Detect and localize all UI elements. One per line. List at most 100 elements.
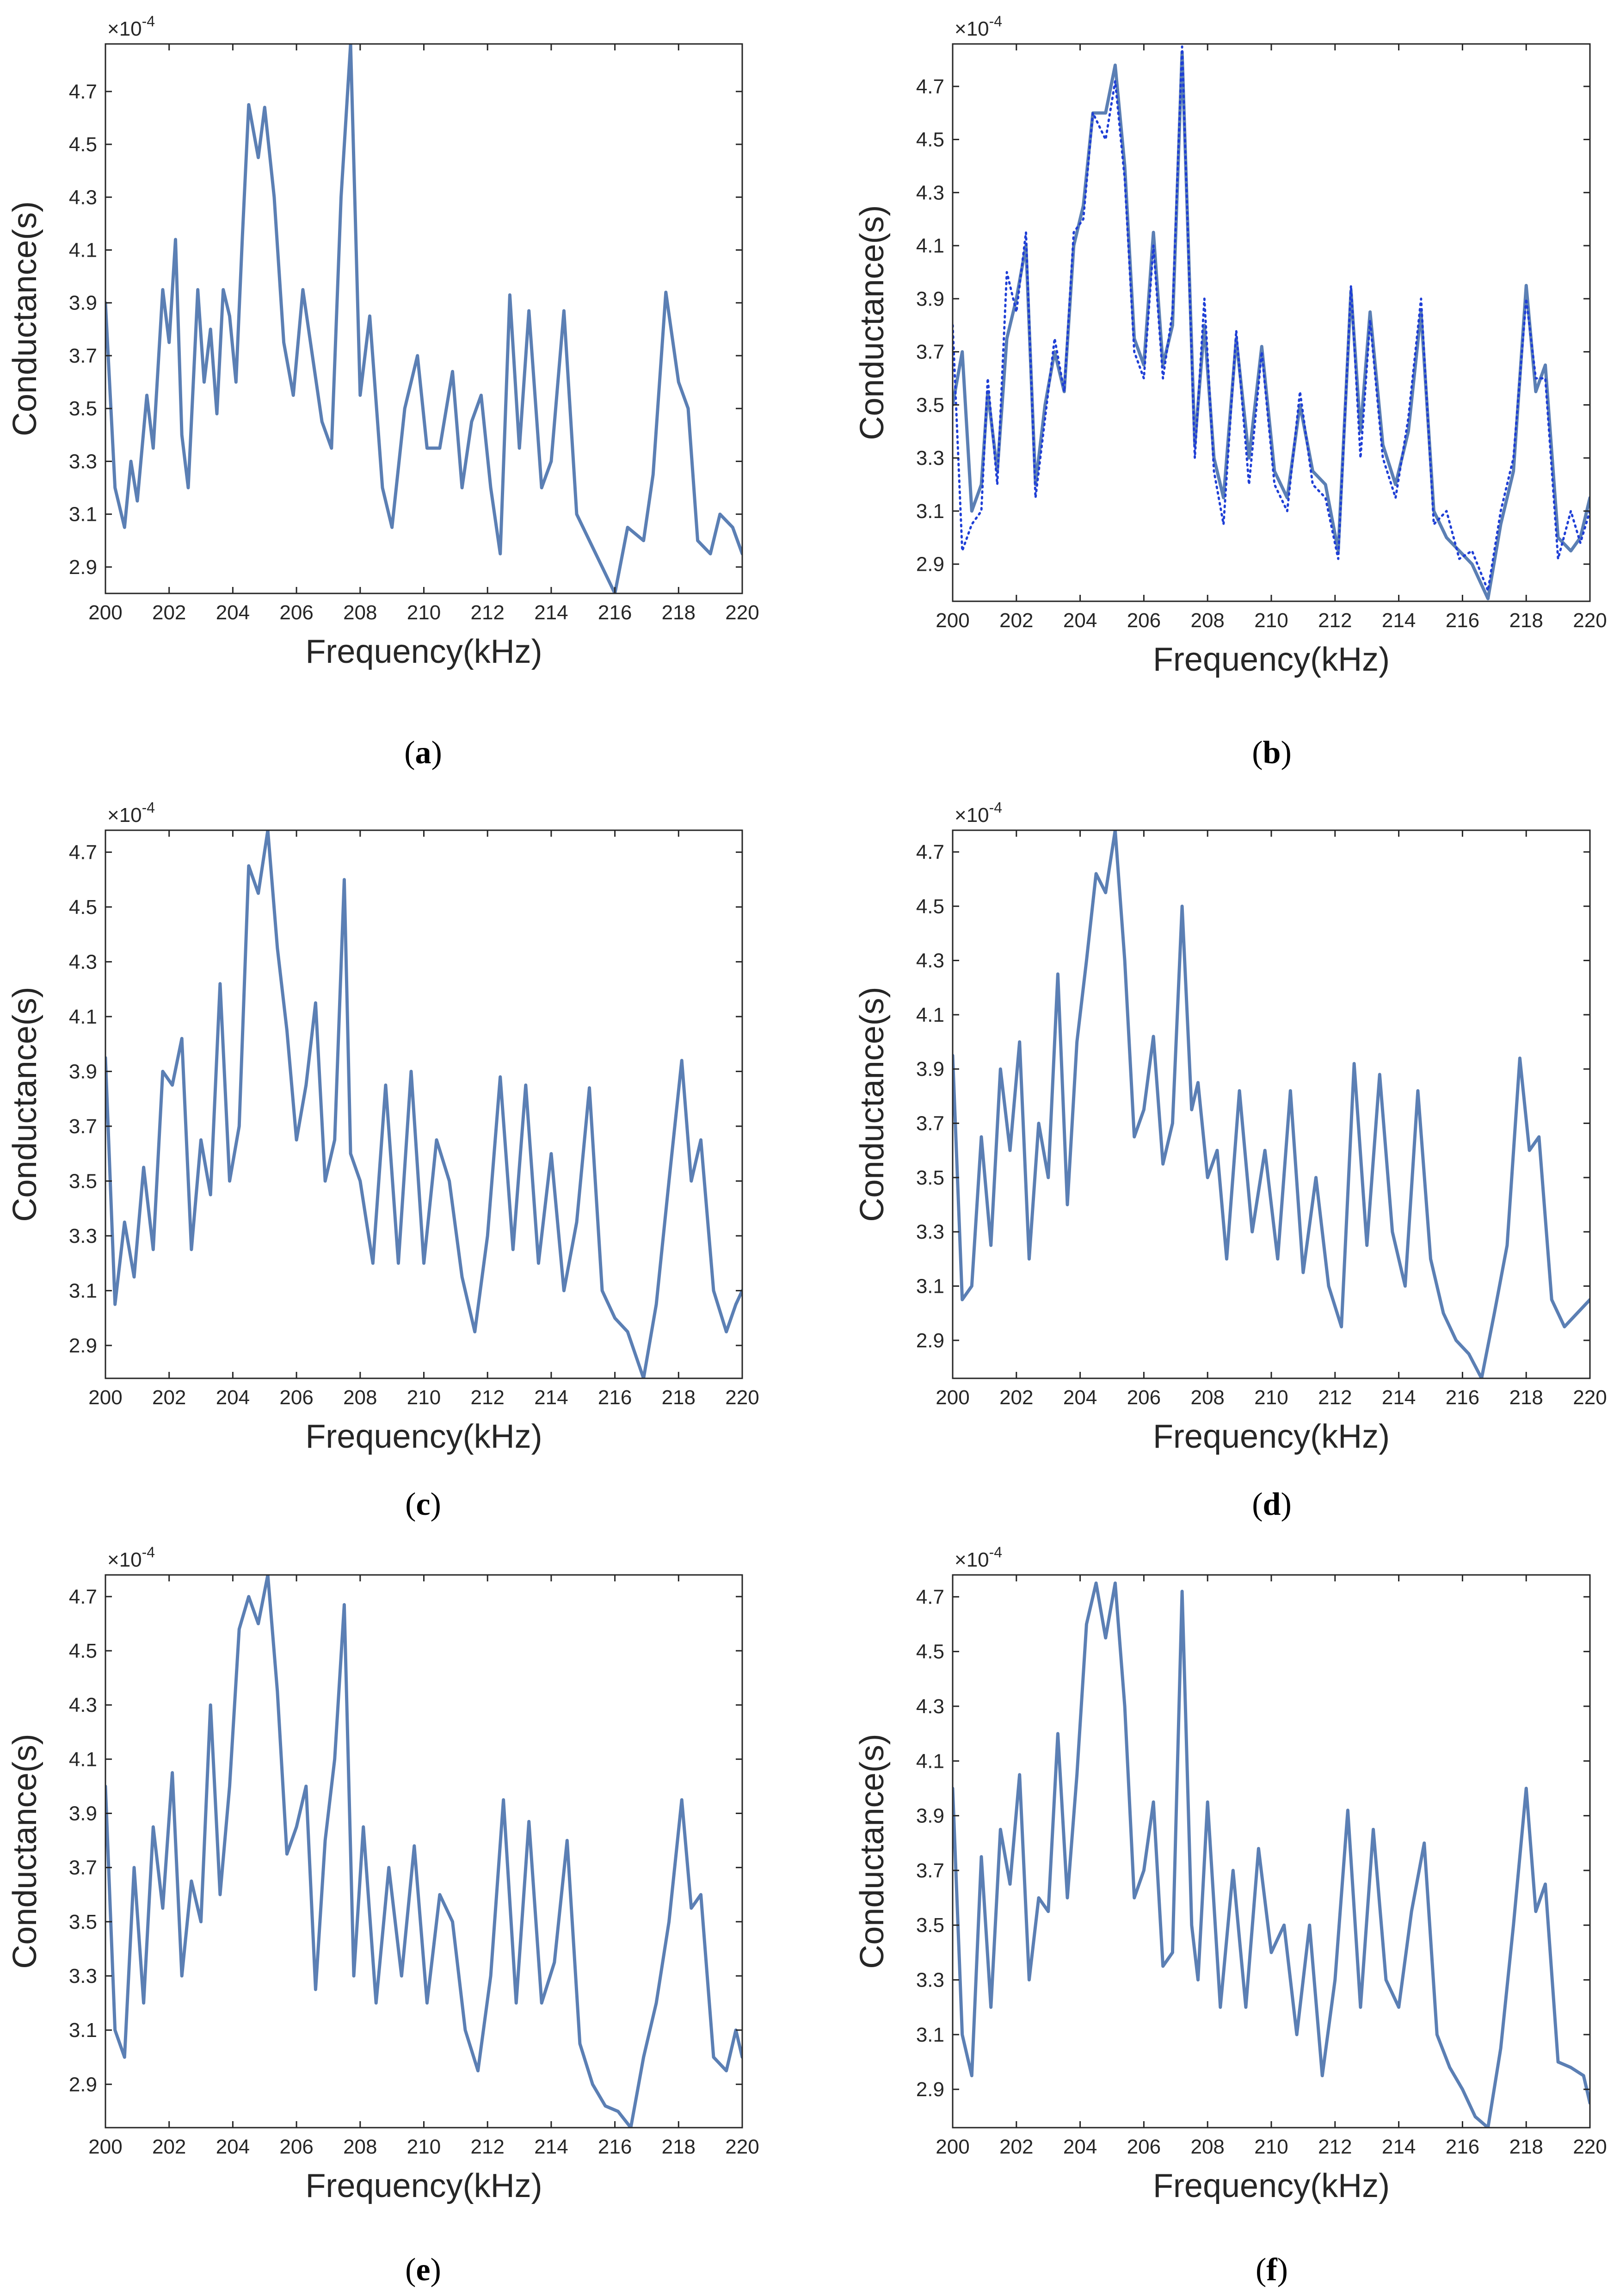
series-line-measured-b xyxy=(953,50,1590,600)
y-tick-label: 4.5 xyxy=(916,895,944,918)
y-axis-label: Conductance(s) xyxy=(854,1734,891,1969)
x-tick-label: 204 xyxy=(216,2136,250,2158)
y-tick-label: 4.7 xyxy=(69,80,97,103)
x-tick-label: 218 xyxy=(662,2136,696,2158)
y-tick-label: 3.9 xyxy=(69,1060,97,1083)
chart-panel-c: 200 202 204 206 208 210 212 214 216 218 220 2.9 3.1 3… xyxy=(6,799,759,1522)
y-axis-label: Conductance(s) xyxy=(6,1734,43,1969)
x-tick-label: 216 xyxy=(598,1386,632,1409)
y-tick-label: 3.3 xyxy=(916,447,944,469)
y-tick-label: 4.5 xyxy=(916,129,944,151)
y-tick-label: 4.5 xyxy=(69,1640,97,1662)
axis-multiplier: ×10-4 xyxy=(107,799,155,827)
x-tick-label: 218 xyxy=(1509,2136,1543,2158)
y-tick-label: 3.3 xyxy=(916,1969,944,1992)
chart-panel-b: 200 202 204 206 208 210 212 214 216 218 220 2.9 3.1 3… xyxy=(854,13,1607,771)
y-tick-label: 4.3 xyxy=(916,181,944,204)
chart-panel-e: 200 202 204 206 208 210 212 214 216 218 220 2.9 3.1 3… xyxy=(6,1544,759,2288)
chart-panel-f: 200 202 204 206 208 210 212 214 216 218 220 2.9 3.1 3… xyxy=(854,1544,1607,2288)
y-tick-label: 4.3 xyxy=(69,186,97,209)
series-line-measured-e xyxy=(105,1575,742,2128)
x-tick-label: 208 xyxy=(1190,609,1224,632)
x-tick-label: 200 xyxy=(936,609,969,632)
chart-panel-d: 200 202 204 206 208 210 212 214 216 218 220 2.9 3.1 3… xyxy=(854,799,1607,1522)
y-tick-label: 3.5 xyxy=(916,1167,944,1189)
y-tick-label: 3.9 xyxy=(916,1058,944,1080)
x-tick-label: 210 xyxy=(407,2136,441,2158)
x-tick-label: 212 xyxy=(470,2136,504,2158)
plot-frame xyxy=(952,829,1591,1379)
y-tick-label: 3.9 xyxy=(916,288,944,310)
x-tick-label: 220 xyxy=(1573,1386,1607,1409)
x-tick-label: 210 xyxy=(1254,1386,1288,1409)
y-tick-label: 4.7 xyxy=(69,841,97,864)
y-tick-label: 4.3 xyxy=(916,950,944,972)
y-tick-label: 3.9 xyxy=(916,1805,944,1827)
x-tick-label: 214 xyxy=(534,1386,568,1409)
y-tick-label: 3.3 xyxy=(69,450,97,473)
x-tick-label: 204 xyxy=(1063,609,1097,632)
y-tick-label: 3.1 xyxy=(69,503,97,526)
y-tick-label: 3.5 xyxy=(69,1911,97,1933)
axis-multiplier: ×10-4 xyxy=(955,799,1002,827)
x-axis-label: Frequency(kHz) xyxy=(305,633,542,670)
x-tick-label: 202 xyxy=(152,2136,186,2158)
x-tick-label: 218 xyxy=(662,601,696,624)
y-tick-label: 2.9 xyxy=(916,2078,944,2101)
y-tick-label: 4.7 xyxy=(916,1586,944,1608)
x-tick-label: 206 xyxy=(279,2136,313,2158)
y-tick-label: 3.5 xyxy=(916,394,944,416)
x-tick-label: 206 xyxy=(279,1386,313,1409)
y-tick-label: 2.9 xyxy=(916,553,944,576)
x-tick-label: 214 xyxy=(534,2136,568,2158)
y-tick-label: 2.9 xyxy=(916,1329,944,1352)
panel-caption: (f) xyxy=(1256,2252,1288,2288)
y-tick-label: 3.7 xyxy=(69,1857,97,1879)
y-tick-label: 4.1 xyxy=(69,239,97,262)
x-tick-label: 220 xyxy=(1573,609,1607,632)
x-tick-label: 200 xyxy=(88,601,122,624)
x-tick-label: 216 xyxy=(1446,609,1479,632)
series-line-measured-c xyxy=(105,830,742,1378)
y-tick-label: 4.1 xyxy=(69,1748,97,1771)
y-tick-label: 3.3 xyxy=(916,1221,944,1243)
x-tick-label: 220 xyxy=(725,1386,759,1409)
y-tick-label: 3.1 xyxy=(69,1279,97,1302)
x-tick-label: 202 xyxy=(999,1386,1033,1409)
x-tick-label: 212 xyxy=(470,1386,504,1409)
x-tick-label: 220 xyxy=(1573,2136,1607,2158)
y-tick-label: 3.7 xyxy=(69,1115,97,1138)
y-tick-label: 4.7 xyxy=(69,1586,97,1608)
y-tick-label: 3.7 xyxy=(916,341,944,364)
x-tick-label: 218 xyxy=(662,1386,696,1409)
y-tick-label: 2.9 xyxy=(69,556,97,579)
x-tick-label: 216 xyxy=(1446,2136,1479,2158)
series-line-measured-a xyxy=(105,44,742,593)
x-tick-label: 208 xyxy=(343,601,377,624)
series-line-measured-d xyxy=(953,830,1590,1378)
y-axis-label: Conductance(s) xyxy=(854,205,891,440)
axis-multiplier: ×10-4 xyxy=(107,1544,155,1571)
x-tick-label: 212 xyxy=(1318,2136,1352,2158)
x-tick-label: 214 xyxy=(1382,1386,1416,1409)
series-line-reference-b xyxy=(953,45,1590,592)
x-tick-label: 208 xyxy=(343,1386,377,1409)
y-tick-label: 4.5 xyxy=(69,896,97,919)
series-line-measured-f xyxy=(953,1581,1590,2128)
x-axis-label: Frequency(kHz) xyxy=(305,1418,542,1455)
x-tick-label: 216 xyxy=(598,601,632,624)
y-tick-label: 3.7 xyxy=(916,1112,944,1135)
y-axis-label: Conductance(s) xyxy=(6,987,43,1222)
x-tick-label: 210 xyxy=(1254,609,1288,632)
axis-multiplier: ×10-4 xyxy=(955,1544,1002,1571)
y-tick-label: 4.7 xyxy=(916,841,944,864)
x-tick-label: 202 xyxy=(999,2136,1033,2158)
y-tick-label: 2.9 xyxy=(69,2073,97,2096)
x-tick-label: 200 xyxy=(936,1386,969,1409)
y-tick-label: 4.7 xyxy=(916,75,944,98)
x-axis-label: Frequency(kHz) xyxy=(1153,641,1390,678)
x-tick-label: 220 xyxy=(725,601,759,624)
x-tick-label: 202 xyxy=(152,601,186,624)
y-tick-label: 4.1 xyxy=(916,1750,944,1772)
x-axis-label: Frequency(kHz) xyxy=(1153,2167,1390,2204)
